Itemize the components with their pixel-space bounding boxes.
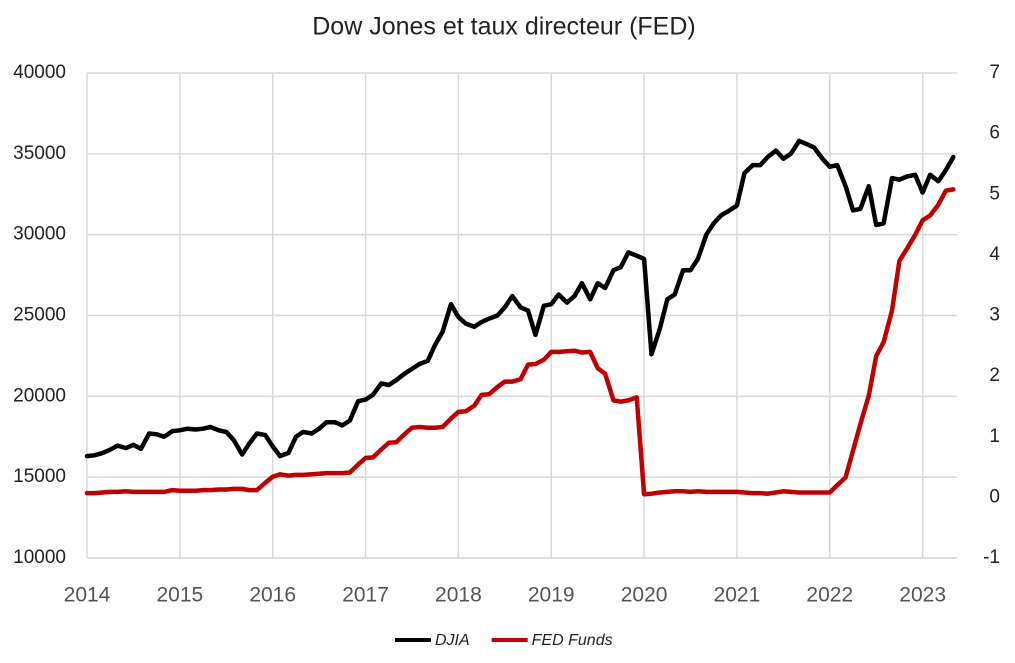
y-tick-label: 10000 [13,547,66,568]
y2-tick-label: 4 [989,244,1000,265]
y-tick-label: 15000 [13,466,66,487]
y-tick-label: 20000 [13,385,66,406]
x-tick-label: 2018 [435,584,482,607]
y2-tick-label: 0 [989,486,1000,507]
y2-tick-label: 6 [989,123,1000,144]
x-tick-label: 2014 [64,584,111,607]
y2-tick-label: 3 [989,305,1000,326]
x-tick-label: 2017 [342,584,389,607]
y2-tick-label: -1 [983,547,1000,568]
x-tick-label: 2019 [528,584,575,607]
y2-tick-label: 7 [989,62,1000,83]
x-tick-label: 2020 [621,584,668,607]
data-line [84,138,956,459]
x-tick-label: 2023 [899,584,946,607]
x-tick-label: 2016 [249,584,296,607]
y-tick-label: 30000 [13,224,66,245]
x-tick-label: 2021 [714,584,761,607]
legend-label: DJIA [435,632,470,649]
y-tick-label: 35000 [13,143,66,164]
legend-label: FED Funds [532,632,613,649]
y2-tick-label: 1 [989,426,1000,447]
y2-tick-label: 5 [989,183,1000,204]
y-tick-label: 40000 [13,62,66,83]
y2-tick-label: 2 [989,365,1000,386]
x-tick-label: 2015 [156,584,203,607]
chart-title: Dow Jones et taux directeur (FED) [312,13,695,41]
data-line [84,187,956,497]
x-tick-label: 2022 [806,584,853,607]
y-tick-label: 25000 [13,305,66,326]
